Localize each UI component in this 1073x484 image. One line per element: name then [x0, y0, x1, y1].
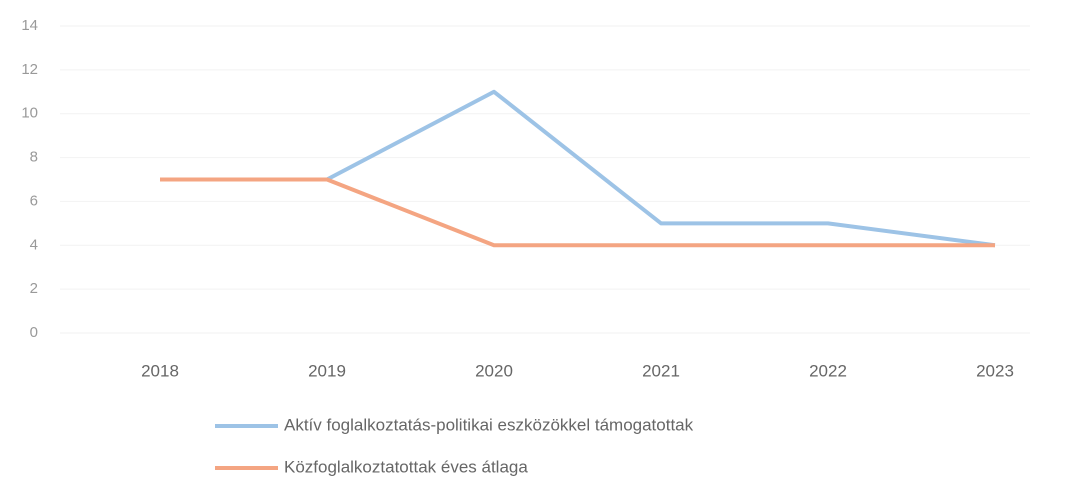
x-tick-label: 2020 [475, 361, 513, 380]
series-line [160, 177, 995, 248]
x-tick-label: 2019 [308, 361, 346, 380]
x-tick-label: 2018 [141, 361, 179, 380]
y-tick-label: 8 [30, 149, 38, 166]
legend-label: Közfoglalkoztatottak éves átlaga [284, 457, 528, 476]
y-tick-label: 14 [21, 17, 38, 34]
legend-label: Aktív foglalkoztatás-politikai eszközökk… [284, 415, 694, 434]
x-tick-label: 2022 [809, 361, 847, 380]
y-tick-label: 12 [21, 61, 38, 78]
y-tick-label: 0 [30, 324, 38, 341]
series-line [160, 89, 996, 248]
x-tick-label: 2023 [976, 361, 1014, 380]
x-tick-label: 2021 [642, 361, 680, 380]
y-tick-label: 2 [30, 280, 38, 297]
y-tick-label: 4 [30, 236, 38, 253]
y-tick-label: 10 [21, 105, 38, 122]
y-tick-label: 6 [30, 192, 38, 209]
